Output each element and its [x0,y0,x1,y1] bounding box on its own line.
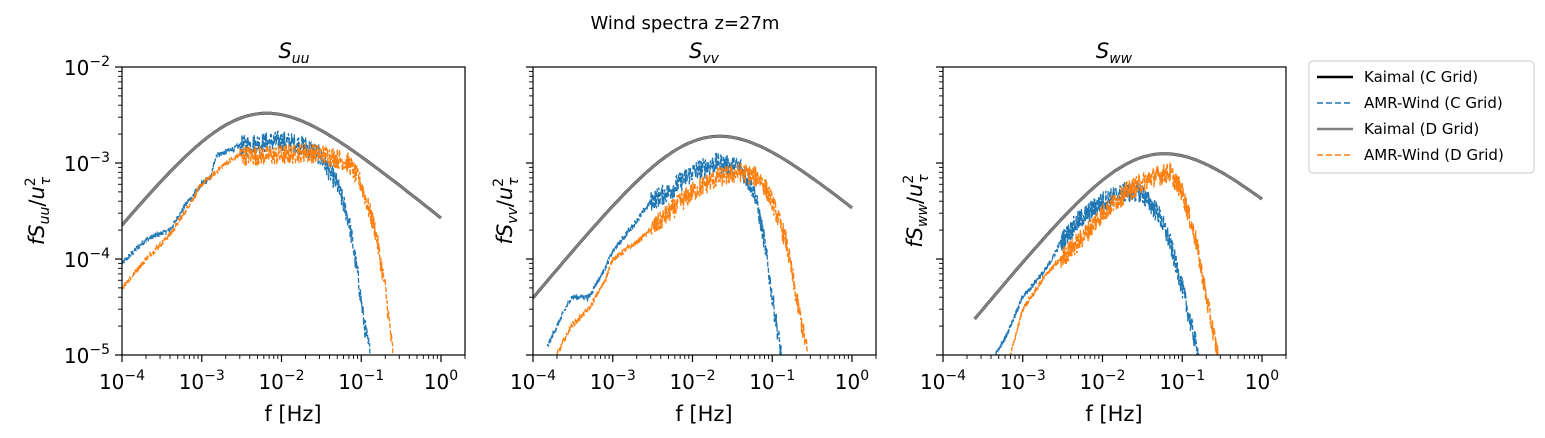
y-tick-label: 10−4 [64,246,110,272]
x-tick-label: 10−3 [179,368,225,394]
y-tick-label: 10−5 [64,342,110,368]
panel-title: Suu [278,39,309,67]
x-tick-label: 10−2 [1079,368,1125,394]
series-line-kaimal-c [122,111,442,227]
series-line-amr-c [546,152,782,355]
x-tick-label: 100 [424,368,458,394]
axes-frame [942,66,1287,356]
legend-label-amr-d: AMR-Wind (D Grid) [1364,146,1504,164]
plot-area [973,152,1263,355]
series-line-kaimal-d [533,134,853,299]
series-line-amr-d [122,143,394,355]
x-tick-label: 10−4 [920,368,966,394]
series-line-kaimal-d [122,111,442,227]
legend-box [1308,60,1535,174]
x-tick-label: 10−1 [1159,368,1205,394]
x-axis-label: f [Hz] [675,402,732,426]
legend-label-kaimal-c: Kaimal (C Grid) [1364,68,1478,86]
x-tick-label: 10−1 [338,368,384,394]
y-tick-label: 10−2 [64,54,110,80]
series-line-amr-c [122,130,371,355]
x-tick-label: 10−1 [749,368,795,394]
series-line-amr-d [556,162,809,355]
y-axis-label: fSww/u2τ [901,174,932,248]
x-tick-label: 10−3 [590,368,636,394]
panel-title: Sww [1096,39,1133,67]
axes-frame [121,66,466,356]
x-axis-label: f [Hz] [264,402,321,426]
suptitle: Wind spectra z=27m [591,13,780,34]
panel-title: Svv [689,39,720,67]
plot-area [122,111,442,355]
legend-label-kaimal-d: Kaimal (D Grid) [1364,120,1479,138]
y-tick-label: 10−3 [64,150,110,176]
series-line-kaimal-c [973,152,1263,320]
x-tick-label: 100 [835,368,869,394]
panel-sww: Sww f [Hz] fSww/u2τ 10−4 10−3 10−2 10−1 100 [901,39,1287,426]
panel-svv: Svv f [Hz] fSvv/u2τ 10−4 10−3 10−2 10−1 100 [491,39,877,426]
legend: Kaimal (C Grid) AMR-Wind (C Grid) Kaimal… [1308,60,1535,174]
y-axis-label: fSuu/u2τ [23,176,54,245]
y-axis-label: fSvv/u2τ [491,177,522,245]
series-line-amr-d [1009,162,1219,355]
series-line-kaimal-d [973,152,1263,320]
x-axis-label: f [Hz] [1085,402,1142,426]
series-line-kaimal-c [533,134,853,299]
x-tick-label: 10−3 [1000,368,1046,394]
x-tick-label: 10−2 [258,368,304,394]
plot-area [533,134,853,355]
x-tick-label: 10−4 [99,368,145,394]
panel-suu: Suu f [Hz] fSuu/u2τ 10−4 10−3 10−2 10−1 100 1… [23,39,466,426]
x-tick-label: 10−2 [669,368,715,394]
x-tick-label: 10−4 [510,368,556,394]
x-tick-label: 100 [1245,368,1279,394]
axes-frame [532,66,877,356]
series-line-amr-c [994,181,1200,355]
legend-label-amr-c: AMR-Wind (C Grid) [1364,94,1503,112]
